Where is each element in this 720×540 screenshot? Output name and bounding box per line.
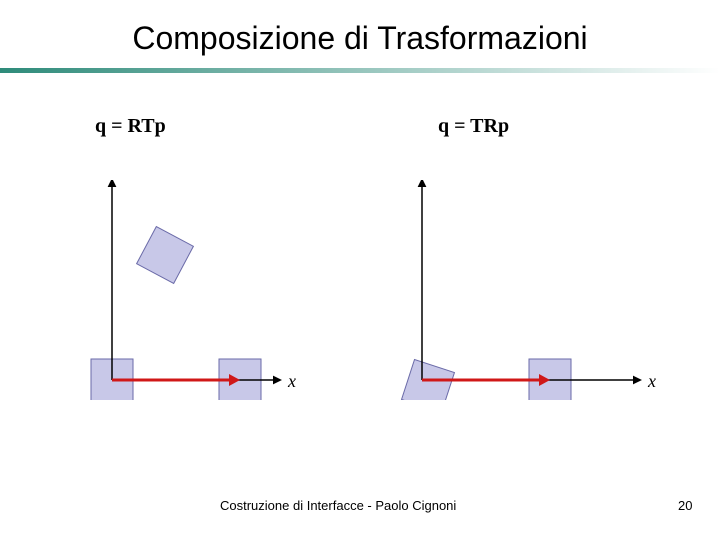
formula-left: q = RTp	[95, 115, 166, 138]
formula-right: q = TRp	[438, 115, 509, 138]
diagram-right: yx	[380, 180, 660, 400]
slide-title: Composizione di Trasformazioni	[0, 20, 720, 57]
footer-text: Costruzione di Interfacce - Paolo Cignon…	[220, 498, 456, 513]
x-axis-arrowhead	[633, 376, 642, 385]
title-underline	[0, 68, 720, 73]
y-axis-arrowhead	[418, 180, 427, 187]
page-number: 20	[678, 498, 692, 513]
x-axis-arrowhead	[273, 376, 282, 385]
y-axis-arrowhead	[108, 180, 117, 187]
diagram-left: yx	[70, 180, 300, 400]
x-axis-label: x	[287, 371, 296, 391]
slide: { "title": { "text": "Composizione di Tr…	[0, 0, 720, 540]
transformed-square	[137, 227, 194, 284]
x-axis-label: x	[647, 371, 656, 391]
